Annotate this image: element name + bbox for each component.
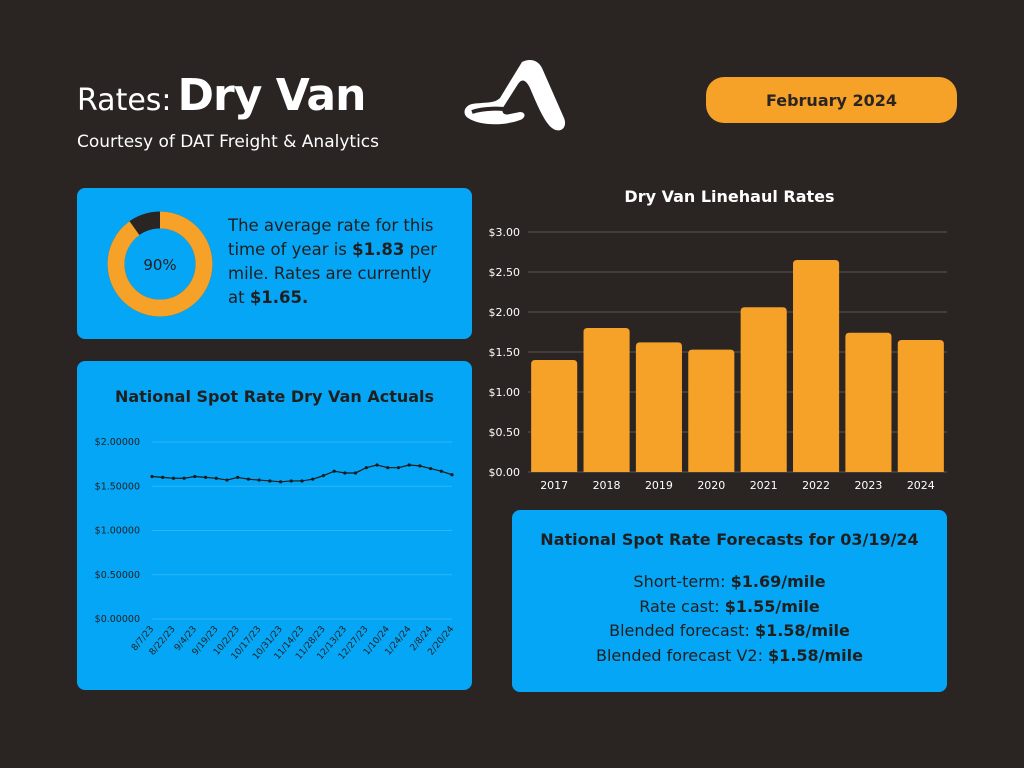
spot-rate-actuals-card: National Spot Rate Dry Van Actuals $0.00…	[77, 361, 472, 690]
line-point	[418, 464, 422, 468]
forecast-line-blended-v2: Blended forecast V2: $1.58/mile	[512, 644, 947, 669]
line-point	[257, 478, 261, 482]
bar-xtick-label: 2017	[540, 479, 568, 492]
forecast-value: $1.58/mile	[768, 645, 863, 665]
bar-chart-title: Dry Van Linehaul Rates	[624, 187, 835, 206]
line-point	[150, 474, 154, 479]
line-ytick-label: $0.50000	[95, 570, 140, 581]
bar-ytick-label: $0.00	[489, 466, 521, 479]
line-point	[214, 476, 218, 480]
forecast-line-short-term: Short-term: $1.69/mile	[512, 570, 947, 595]
bar-2017	[531, 360, 578, 472]
bar-xtick-label: 2023	[854, 479, 882, 492]
spot-actuals-title: National Spot Rate Dry Van Actuals	[114, 387, 435, 406]
bar-chart: $0.00 $0.50 $1.00 $1.50 $2.00 $2.50 $3.00 2017 2…	[489, 226, 947, 492]
line-point	[386, 466, 390, 470]
line-point	[203, 475, 208, 479]
bar-ytick-label: $3.00	[489, 226, 521, 239]
bar-xtick-label: 2018	[593, 479, 621, 492]
line-point	[225, 478, 229, 482]
bar-ytick-label: $1.50	[489, 346, 521, 359]
forecast-value: $1.55/mile	[724, 596, 820, 616]
forecast-label: Blended forecast V2:	[596, 645, 769, 665]
line-point	[300, 479, 304, 483]
bar-xtick-label: 2021	[750, 479, 778, 492]
bar-2024	[897, 340, 944, 472]
line-ytick-label: $1.50000	[95, 481, 140, 492]
line-point	[182, 476, 186, 480]
line-point	[428, 466, 433, 471]
line-point	[343, 471, 347, 475]
bar-ytick-label: $2.00	[489, 306, 521, 319]
line-point	[321, 474, 326, 478]
forecast-value: $1.69/mile	[730, 572, 826, 591]
average-rate-card: 90% The average rate for this time of ye…	[77, 188, 472, 339]
line-point	[407, 463, 411, 467]
line-point	[193, 474, 197, 479]
line-ytick-label: $2.00000	[95, 437, 140, 448]
bar-2021	[740, 307, 787, 472]
line-ytick-label: $0.00000	[95, 614, 140, 625]
avg-text-2: per mile. Rates are currently at	[228, 240, 438, 307]
forecast-card: National Spot Rate Forecasts for 03/19/2…	[512, 510, 947, 692]
line-point	[364, 466, 368, 470]
title-main: Dry Van	[177, 70, 367, 121]
bar-2019	[635, 342, 682, 472]
donut-arc	[107, 211, 213, 317]
line-point	[268, 479, 272, 483]
bar-2020	[688, 349, 735, 472]
bar-2018	[583, 328, 630, 472]
bar-2022	[793, 260, 840, 472]
line-point	[236, 475, 240, 479]
line-point	[161, 475, 165, 479]
bar-xtick-label: 2020	[697, 479, 725, 492]
line-point	[171, 476, 176, 480]
forecast-value: $1.58/mile	[754, 621, 850, 640]
subtitle: Courtesy of DAT Freight & Analytics	[77, 132, 379, 152]
line-point	[278, 480, 283, 484]
bar-xtick-label: 2024	[907, 479, 935, 492]
bar-xtick-label: 2019	[645, 479, 673, 492]
line-series	[151, 464, 453, 483]
line-point	[353, 471, 358, 475]
donut-label: 90%	[143, 256, 176, 274]
forecast-label: Short-term:	[633, 572, 731, 591]
forecast-line-rate-cast: Rate cast: $1.55/mile	[512, 595, 947, 620]
stylized-a-logo-icon	[464, 60, 566, 131]
bar-ytick-label: $0.50	[489, 426, 521, 439]
forecast-line-blended: Blended forecast: $1.58/mile	[512, 619, 947, 644]
line-chart: $0.00000 $0.50000 $1.00000 $1.50000 $2.00000…	[95, 437, 457, 662]
line-point	[375, 463, 379, 467]
line-point	[332, 469, 336, 473]
line-point	[450, 473, 454, 477]
avg-text-1: The average rate for this time of year i…	[228, 216, 434, 259]
forecast-title: National Spot Rate Forecasts for 03/19/2…	[540, 530, 919, 549]
line-ytick-label: $1.00000	[95, 526, 140, 537]
line-point	[396, 466, 401, 470]
current-rate-value: $1.65.	[249, 288, 309, 307]
forecast-lines: Short-term: $1.69/mile Rate cast: $1.55/…	[512, 570, 947, 668]
forecast-label: Rate cast:	[639, 596, 725, 616]
line-point	[289, 479, 293, 483]
avg-rate-value: $1.83	[352, 240, 405, 259]
average-rate-text: The average rate for this time of year i…	[228, 214, 453, 310]
line-point	[439, 469, 443, 473]
date-badge: February 2024	[706, 77, 957, 123]
bar-2023	[845, 332, 892, 472]
line-point	[246, 477, 251, 481]
title-prefix: Rates:	[77, 83, 172, 118]
line-point	[311, 477, 315, 481]
bar-ytick-label: $2.50	[489, 266, 521, 279]
bar-ytick-label: $1.00	[489, 386, 521, 399]
bar-xtick-label: 2022	[802, 479, 830, 492]
forecast-label: Blended forecast:	[609, 621, 755, 640]
percent-donut: 90%	[107, 211, 213, 317]
page-title: Rates: Dry Van	[77, 70, 367, 126]
